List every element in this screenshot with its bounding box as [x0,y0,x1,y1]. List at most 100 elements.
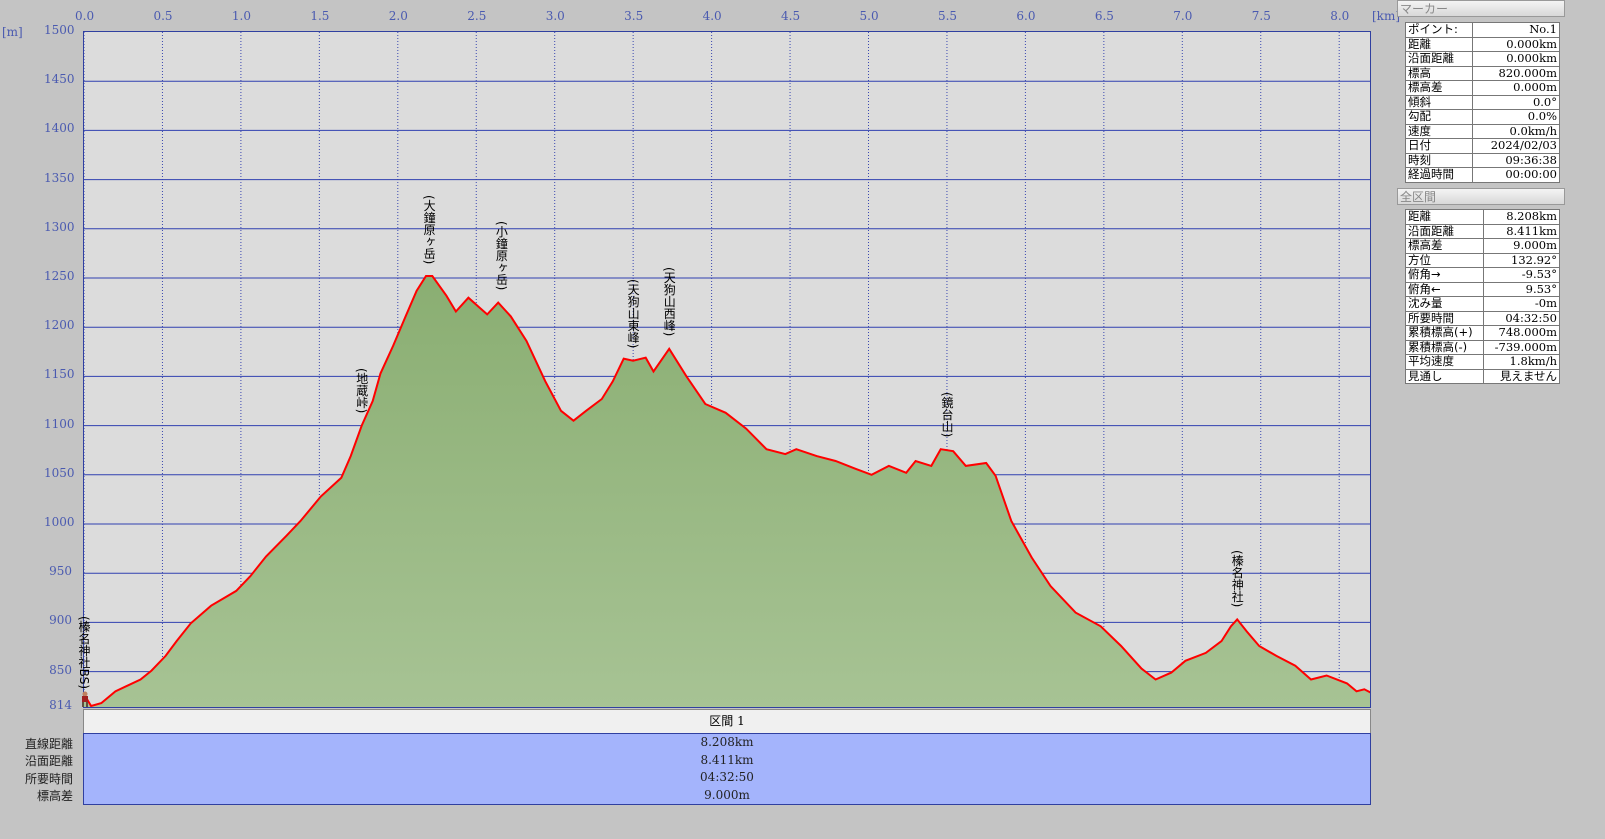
info-row: 経過時間 00:00:00 [1405,167,1561,183]
info-value: -0m [1483,296,1560,312]
elevation-profile-plot[interactable]: (榛名神社BS) (地蔵峠) (大鐘原ヶ岳) (小鐘原ヶ岳) (天狗山東峰) (天狗山西峰… [77,31,1373,708]
x-tick-label: 3.0 [545,9,565,23]
x-tick-label: 1.0 [231,9,251,23]
info-row: 平均速度 1.8km/h [1404,354,1560,370]
row-label: 標高差 [36,789,73,803]
x-tick-label: 5.5 [937,9,958,23]
y-tick-label: 1100 [44,416,75,431]
x-tick-label: 4.0 [702,9,722,23]
x-tick-label: 6.0 [1016,9,1036,23]
x-axis-unit: [km] [1372,9,1401,23]
section-elev-diff: 9.000m [704,787,750,802]
info-label: 俯角← [1404,281,1485,297]
y-tick-label: 1350 [44,170,75,185]
waypoint-label: (天狗山西峰) [662,267,677,337]
y-tick-label: 814 [49,698,72,713]
info-value: 0.0° [1471,94,1561,110]
info-row: 沿面距離 0.000km [1405,51,1561,67]
y-tick-label: 1150 [44,367,75,382]
info-label: 俯角→ [1404,267,1485,283]
info-row: 勾配 0.0% [1405,109,1561,125]
hiker-icon [82,691,88,707]
row-label: 沿面距離 [24,754,73,768]
info-label: 日付 [1405,138,1473,154]
info-row: 累積標高(-) -739.000m [1404,339,1560,355]
info-value: 8.208km [1483,209,1560,225]
info-label: 勾配 [1405,109,1473,125]
section-header[interactable]: 区間 1 [83,709,1371,734]
info-value: 00:00:00 [1471,167,1561,183]
info-row: 標高差 0.000m [1405,80,1561,96]
info-row: 距離 8.208km [1404,209,1560,225]
info-label: 時刻 [1405,152,1473,168]
info-value: 132.92° [1483,252,1560,268]
info-label: 沈み量 [1404,296,1485,312]
waypoint-label: (榛名神社BS) [77,616,91,690]
x-tick-label: 8.0 [1330,9,1350,23]
y-tick-label: 1050 [44,465,75,480]
info-label: 所要時間 [1404,310,1485,326]
info-row: 累積標高(+) 748.000m [1404,325,1560,341]
info-value: 2024/02/03 [1471,138,1561,154]
x-tick-label: 7.0 [1173,9,1193,23]
info-label: 距離 [1405,36,1473,52]
info-row: ポイント: No.1 [1405,22,1561,38]
x-tick-label: 6.5 [1094,9,1114,23]
y-axis-unit: [m] [2,25,23,39]
info-row: 標高差 9.000m [1404,238,1560,254]
info-value: 09:36:38 [1471,152,1561,168]
waypoint-label: (榛名神社) [1230,550,1245,608]
waypoint-label: (鏡台山) [939,391,954,438]
info-label: 標高差 [1404,238,1485,254]
y-tick-label: 1000 [44,515,75,529]
waypoint-label: (地蔵峠) [354,368,369,414]
info-value: 820.000m [1471,65,1561,81]
marker-info-table: ポイント: No.1 距離 0.000km 沿面距離 0.000km 標高 820.000m 標… [1405,22,1561,183]
info-label: 累積標高(+) [1404,325,1485,341]
y-tick-label: 900 [49,613,72,628]
info-row: 時刻 09:36:38 [1405,152,1561,168]
info-label: 距離 [1404,209,1485,225]
x-tick-label: 2.0 [388,9,408,23]
profile-line [83,275,1373,708]
info-value: 8.411km [1483,223,1560,239]
info-label: 方位 [1404,252,1485,268]
info-value: -739.000m [1483,339,1560,355]
info-row: 見通し 見えません [1404,368,1560,384]
info-label: 平均速度 [1404,354,1485,370]
info-label: 沿面距離 [1405,51,1473,67]
y-tick-label: 950 [49,564,72,579]
info-value: 9.000m [1483,238,1560,254]
row-label: 所要時間 [24,772,73,786]
info-row: 標高 820.000m [1405,65,1561,81]
info-value: 0.000km [1471,36,1561,52]
info-value: 0.000km [1471,51,1561,67]
total-panel-header[interactable]: 全区間 [1397,188,1565,205]
x-tick-label: 7.5 [1251,9,1271,23]
section-summary: 8.208km 8.411km 04:32:50 9.000m [83,733,1371,805]
row-label: 直線距離 [24,737,73,751]
total-info-table: 距離 8.208km 沿面距離 8.411km 標高差 9.000m 方位 132.92° 俯角… [1404,209,1560,384]
info-label: 見通し [1404,368,1485,384]
section-distance: 8.208km [700,735,754,749]
info-label: 標高 [1405,65,1473,81]
info-label: 標高差 [1405,80,1473,96]
info-value: 04:32:50 [1483,310,1560,326]
waypoint-label: (天狗山東峰) [626,279,641,349]
x-tick-label: 4.5 [781,9,801,23]
profile-area [84,276,1372,707]
y-tick-label: 850 [49,662,72,677]
info-value: 9.53° [1483,281,1560,297]
info-row: 所要時間 04:32:50 [1404,310,1560,326]
section-duration: 04:32:50 [700,770,754,784]
y-tick-label: 1200 [44,318,75,333]
marker-panel-header[interactable]: マーカー [1397,0,1565,17]
y-tick-label: 1400 [44,121,75,136]
info-label: 沿面距離 [1404,223,1485,239]
info-label: 速度 [1405,123,1473,139]
info-row: 沈み量 -0m [1404,296,1560,312]
info-label: ポイント: [1405,22,1473,38]
info-label: 傾斜 [1405,94,1473,110]
info-label: 経過時間 [1405,167,1473,183]
info-row: 方位 132.92° [1404,252,1560,268]
